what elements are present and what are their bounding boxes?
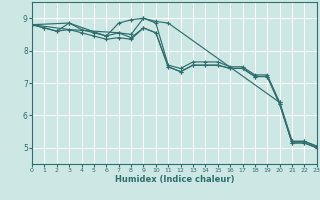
X-axis label: Humidex (Indice chaleur): Humidex (Indice chaleur): [115, 175, 234, 184]
